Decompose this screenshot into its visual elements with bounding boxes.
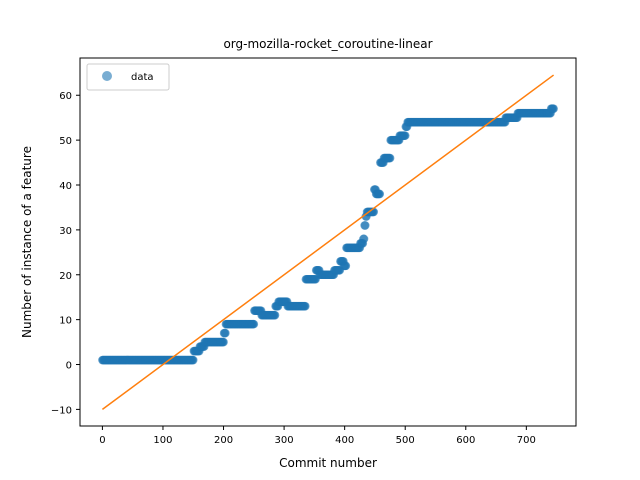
- legend: data: [86, 63, 170, 91]
- x-tick-label: 200: [214, 435, 233, 446]
- data-point: [300, 301, 310, 311]
- x-tick-label: 600: [456, 435, 475, 446]
- y-tick-label: 50: [59, 136, 72, 147]
- x-tick-label: 100: [153, 435, 172, 446]
- data-point: [385, 153, 395, 163]
- x-tick-label: 500: [396, 435, 415, 446]
- data-point: [375, 189, 385, 199]
- y-axis-title: Number of instance of a feature: [20, 146, 34, 338]
- y-tick-label: −10: [51, 405, 72, 416]
- x-tick-label: 0: [99, 435, 105, 446]
- x-tick-label: 300: [275, 435, 294, 446]
- data-point: [270, 310, 280, 320]
- axes-frame: [79, 57, 577, 427]
- data-point: [219, 337, 228, 347]
- data-point: [249, 319, 259, 329]
- x-axis-ticks: 0 100 200 300 400 500 600 700: [99, 426, 536, 446]
- plot-marks: [98, 74, 558, 411]
- fit-line: [101, 74, 555, 411]
- data-point: [359, 234, 369, 244]
- legend-marker-data: [102, 71, 112, 81]
- data-point: [188, 355, 198, 365]
- data-series: [98, 104, 558, 365]
- data-point: [341, 261, 351, 271]
- data-point: [549, 104, 558, 114]
- x-tick-label: 700: [517, 435, 536, 446]
- y-tick-label: 40: [59, 181, 72, 192]
- legend-box: [86, 63, 170, 91]
- y-tick-label: 0: [66, 361, 72, 372]
- data-point: [400, 131, 410, 140]
- y-tick-label: 20: [59, 271, 72, 282]
- x-axis-title: Commit number: [279, 456, 377, 470]
- y-tick-label: 10: [59, 316, 72, 327]
- x-tick-label: 400: [335, 435, 354, 446]
- y-axis-ticks: −10 0 10 20 30 40 50 60: [51, 91, 80, 416]
- data-point: [221, 328, 230, 338]
- y-tick-label: 60: [59, 91, 72, 102]
- legend-label-data: data: [131, 72, 154, 83]
- y-tick-label: 30: [59, 226, 72, 237]
- data-point: [360, 221, 370, 230]
- chart-title: org-mozilla-rocket_coroutine-linear: [223, 37, 432, 51]
